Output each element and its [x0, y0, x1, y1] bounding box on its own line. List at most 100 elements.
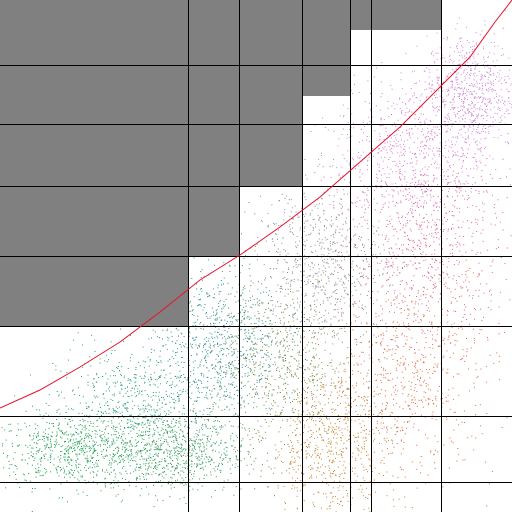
scatter-point	[452, 297, 454, 299]
scatter-point	[383, 437, 385, 439]
scatter-point	[133, 376, 135, 378]
scatter-point	[169, 401, 171, 403]
scatter-point	[323, 332, 325, 334]
scatter-point	[208, 340, 210, 342]
scatter-point	[282, 345, 284, 347]
scatter-point	[93, 378, 95, 380]
scatter-point	[85, 448, 87, 450]
scatter-point	[210, 324, 212, 326]
scatter-point	[157, 444, 159, 446]
scatter-point	[310, 476, 312, 478]
scatter-point	[397, 476, 399, 478]
scatter-point	[66, 466, 68, 468]
scatter-point	[340, 396, 342, 397]
scatter-point	[355, 436, 357, 438]
scatter-point	[114, 375, 116, 377]
scatter-point	[201, 288, 202, 290]
scatter-point	[432, 284, 434, 285]
scatter-point	[177, 396, 179, 398]
scatter-point	[295, 409, 296, 411]
scatter-point	[368, 266, 369, 268]
scatter-point	[279, 287, 281, 289]
scatter-point	[88, 460, 89, 462]
scatter-point	[201, 453, 203, 455]
scatter-point	[211, 364, 212, 366]
scatter-point	[262, 375, 264, 377]
scatter-point	[335, 229, 337, 231]
scatter-point	[202, 387, 204, 389]
scatter-point	[179, 498, 181, 500]
scatter-point	[336, 301, 338, 303]
scatter-point	[274, 414, 276, 416]
scatter-point	[332, 429, 333, 431]
scatter-point	[240, 311, 241, 313]
scatter-point	[216, 309, 218, 311]
scatter-point	[496, 352, 498, 354]
scatter-point	[85, 428, 87, 429]
scatter-point	[420, 399, 422, 401]
scatter-point	[50, 440, 51, 442]
scatter-point	[94, 397, 96, 399]
scatter-point	[276, 341, 278, 343]
scatter-point	[390, 372, 392, 374]
scatter-point	[277, 366, 279, 368]
scatter-point	[206, 407, 208, 409]
scatter-point	[96, 381, 98, 383]
scatter-point	[290, 460, 292, 462]
scatter-point	[155, 448, 157, 450]
scatter-point	[87, 457, 89, 459]
scatter-point	[61, 430, 63, 432]
scatter-point	[152, 441, 153, 443]
scatter-point	[284, 508, 286, 510]
scatter-point	[241, 309, 243, 311]
scatter-point	[94, 433, 96, 435]
scatter-point	[283, 365, 285, 367]
scatter-point	[108, 359, 109, 361]
scatter-point	[128, 433, 130, 435]
scatter-point	[78, 441, 80, 442]
scatter-point	[197, 367, 199, 369]
scatter-point	[361, 446, 363, 448]
scatter-point	[297, 344, 299, 346]
scatter-point	[225, 442, 227, 444]
scatter-point	[271, 204, 273, 206]
scatter-point	[192, 444, 194, 446]
scatter-point	[233, 494, 235, 496]
scatter-point	[80, 431, 82, 433]
scatter-point	[355, 391, 357, 393]
scatter-point	[218, 432, 220, 434]
scatter-point	[212, 449, 214, 451]
scatter-point	[253, 334, 255, 336]
scatter-point	[138, 393, 140, 395]
scatter-point	[283, 308, 285, 310]
scatter-point	[258, 375, 260, 377]
scatter-point	[210, 347, 212, 349]
scatter-point	[324, 394, 326, 396]
scatter-point	[134, 423, 136, 424]
scatter-point	[362, 495, 364, 497]
scatter-point	[378, 315, 380, 317]
scatter-point	[50, 456, 52, 458]
scatter-point	[230, 438, 232, 440]
scatter-point	[165, 374, 167, 376]
scatter-point	[396, 321, 398, 323]
scatter-point	[15, 478, 17, 480]
scatter-point	[347, 429, 349, 431]
scatter-point	[155, 473, 157, 474]
scatter-point	[347, 493, 348, 495]
scatter-point	[361, 463, 363, 465]
scatter-point	[300, 414, 302, 416]
scatter-point	[16, 445, 18, 447]
scatter-point	[479, 425, 481, 427]
scatter-point	[192, 337, 193, 339]
scatter-point	[323, 395, 325, 396]
scatter-point	[365, 275, 367, 277]
scatter-point	[160, 361, 162, 363]
scatter-point	[293, 448, 295, 450]
scatter-point	[88, 407, 90, 409]
scatter-point	[286, 371, 288, 373]
scatter-point	[63, 397, 65, 399]
scatter-point	[308, 256, 310, 258]
scatter-point	[193, 440, 195, 442]
scatter-point	[8, 430, 10, 432]
